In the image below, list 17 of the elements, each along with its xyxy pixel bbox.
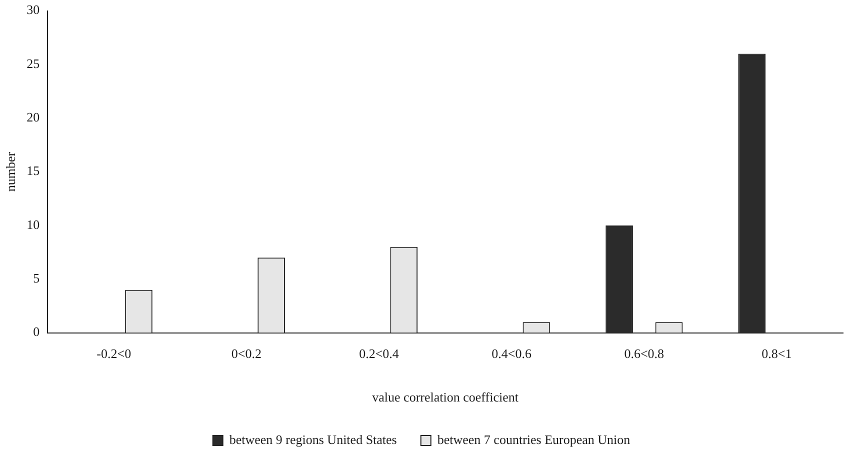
- legend-label: between 9 regions United States: [229, 432, 397, 447]
- y-tick-label: 0: [33, 324, 40, 340]
- y-tick-label: 20: [26, 110, 40, 125]
- y-tick-label: 10: [26, 216, 40, 232]
- y-tick-label: 25: [26, 56, 40, 71]
- y-tick-label: 5: [33, 270, 40, 286]
- x-tick-label: 0.8<1: [762, 346, 792, 362]
- y-axis-title: number: [3, 151, 18, 192]
- x-tick-label: 0.2<0.4: [359, 346, 400, 362]
- x-tick-label: 0.4<0.6: [492, 346, 532, 362]
- x-axis-title: value correlation coefficient: [372, 390, 519, 405]
- y-tick-label: 15: [26, 163, 40, 178]
- x-tick-label: -0.2<0: [96, 346, 132, 362]
- y-tick-label: 30: [26, 2, 40, 18]
- x-tick-label: 0<0.2: [231, 346, 262, 362]
- x-tick-label: 0.6<0.8: [624, 346, 664, 362]
- legend-label: between 7 countries European Union: [437, 432, 631, 447]
